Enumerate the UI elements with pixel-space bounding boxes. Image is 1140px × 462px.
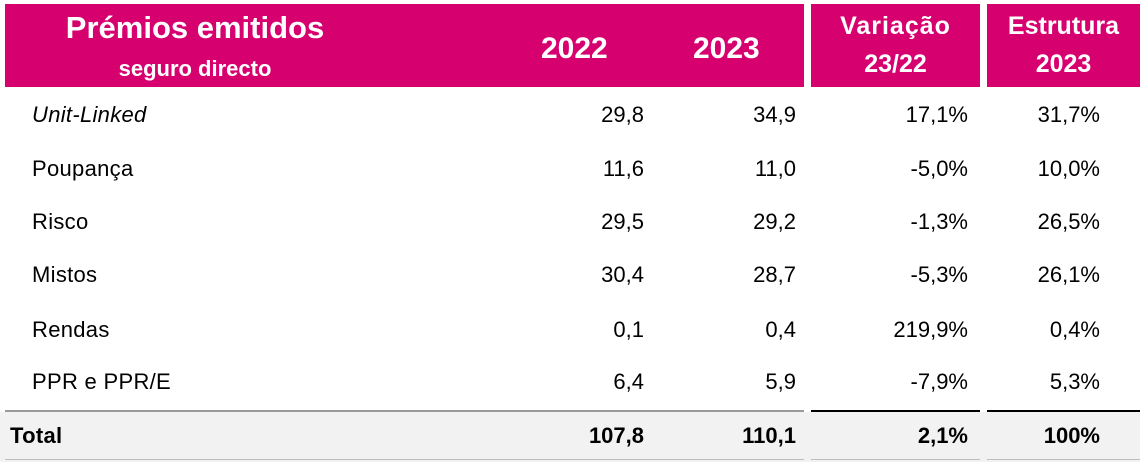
table-title: Prémios emitidos — [65, 10, 325, 45]
value-2022: 11,6 — [602, 156, 644, 181]
row-label: Unit-Linked — [32, 102, 147, 127]
value-2023: 0,4 — [765, 317, 796, 342]
total-label: Total — [10, 423, 63, 448]
total-divider-structure — [987, 410, 1140, 412]
row-label: Rendas — [32, 317, 110, 342]
value-variation: 17,1% — [905, 102, 968, 127]
value-2022: 6,4 — [613, 369, 644, 394]
table-row: Risco 29,5 29,2 -1,3% 26,5% — [0, 196, 1140, 248]
column-header-variation: Variação — [840, 12, 951, 40]
total-2022: 107,8 — [588, 423, 644, 448]
value-2022: 30,4 — [601, 262, 644, 287]
value-structure: 10,0% — [1037, 156, 1100, 181]
value-variation: -1,3% — [910, 209, 968, 234]
column-header-variation-period: 23/22 — [864, 50, 927, 78]
total-divider-variation — [811, 410, 980, 412]
column-header-structure: Estrutura — [1007, 12, 1120, 40]
table-row: Unit-Linked 29,8 34,9 17,1% 31,7% — [0, 89, 1140, 141]
value-structure: 0,4% — [1049, 317, 1100, 342]
row-label: Mistos — [32, 262, 98, 287]
value-2023: 29,2 — [753, 209, 796, 234]
table-row: Mistos 30,4 28,7 -5,3% 26,1% — [0, 249, 1140, 301]
value-structure: 5,3% — [1049, 369, 1100, 394]
value-2022: 29,8 — [601, 102, 644, 127]
row-label: Risco — [32, 209, 89, 234]
value-variation: 219,9% — [893, 317, 968, 342]
total-structure: 100% — [1043, 423, 1100, 448]
value-2023: 34,9 — [753, 102, 796, 127]
total-row: Total 107,8 110,1 2,1% 100% — [0, 412, 1140, 462]
value-variation: -5,0% — [910, 156, 968, 181]
total-2023: 110,1 — [742, 423, 796, 448]
table-row: PPR e PPR/E 6,4 5,9 -7,9% 5,3% — [0, 356, 1140, 408]
value-variation: -5,3% — [910, 262, 968, 287]
header-variation-block: Variação 23/22 — [811, 4, 980, 87]
header-structure-block: Estrutura 2023 — [987, 4, 1140, 87]
row-label: Poupança — [32, 156, 134, 181]
value-2022: 29,5 — [601, 209, 644, 234]
header-main-block: Prémios emitidos seguro directo 2022 202… — [5, 4, 804, 87]
value-2023: 5,9 — [765, 369, 796, 394]
value-structure: 26,1% — [1037, 262, 1100, 287]
value-variation: -7,9% — [910, 369, 968, 394]
table-row: Poupança 11,6 11,0 -5,0% 10,0% — [0, 143, 1140, 195]
table-row: Rendas 0,1 0,4 219,9% 0,4% — [0, 304, 1140, 356]
column-header-structure-year: 2023 — [1035, 50, 1092, 78]
total-divider — [5, 410, 804, 412]
row-label: PPR e PPR/E — [32, 369, 172, 394]
value-structure: 26,5% — [1037, 209, 1100, 234]
bottom-divider — [5, 459, 804, 460]
column-header-2023: 2023 — [693, 32, 760, 65]
value-2022: 0,1 — [613, 317, 644, 342]
column-header-2022: 2022 — [541, 32, 608, 65]
value-structure: 31,7% — [1037, 102, 1100, 127]
value-2023: 11,0 — [754, 156, 796, 181]
bottom-divider-variation — [811, 459, 980, 460]
table-subtitle: seguro directo — [118, 56, 272, 81]
value-2023: 28,7 — [753, 262, 796, 287]
total-variation: 2,1% — [917, 423, 968, 448]
bottom-divider-structure — [987, 459, 1140, 460]
